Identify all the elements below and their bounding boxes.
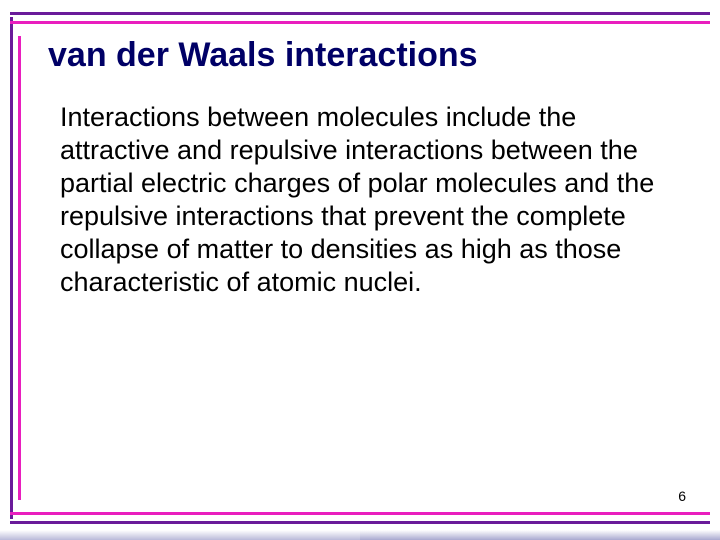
- slide-body-text: Interactions between molecules include t…: [48, 101, 680, 299]
- slide-content: van der Waals interactions Interactions …: [48, 36, 680, 504]
- slide-title: van der Waals interactions: [48, 36, 680, 75]
- bottom-gradient-bar-right: [360, 530, 720, 540]
- left-inner-border: [18, 36, 21, 500]
- page-number: 6: [678, 488, 686, 504]
